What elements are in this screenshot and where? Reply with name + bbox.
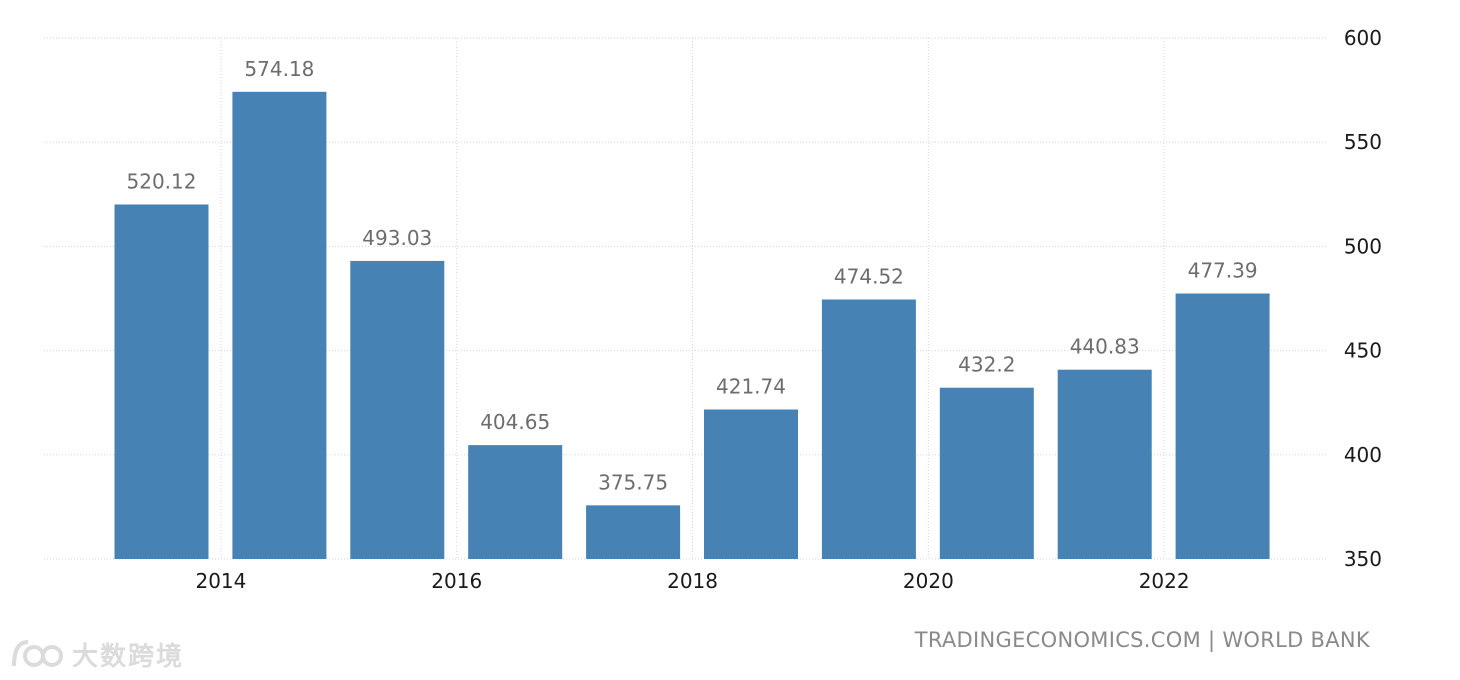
y-tick-label: 500 [1344,234,1382,258]
y-axis: 350 400 450 500 550 600 [1344,26,1382,571]
x-tick-label: 2022 [1139,569,1190,593]
bar-2019 [821,299,916,559]
x-axis: 2014 2016 2018 2020 2022 [195,569,1189,593]
watermark-text: 大数跨境 [72,641,185,672]
data-label: 404.65 [480,410,550,434]
x-tick-label: 2018 [667,569,718,593]
y-tick-label: 550 [1344,130,1382,154]
logo-mark-icon [12,640,63,667]
bar-2020 [939,387,1034,559]
bar-2017 [586,505,681,559]
bar-2021 [1057,369,1152,559]
bar-chart: 520.12 574.18 493.03 404.65 375.75 421.74 474.… [44,26,1382,593]
y-tick-label: 400 [1344,443,1382,467]
data-label: 421.74 [716,374,786,398]
bars-layer [114,91,1270,560]
source-credit: TRADINGECONOMICS.COM | WORLD BANK [914,628,1370,652]
y-tick-label: 600 [1344,26,1382,50]
x-tick-label: 2014 [195,569,246,593]
y-tick-label: 350 [1344,547,1382,571]
x-tick-label: 2016 [431,569,482,593]
data-label: 375.75 [598,470,668,494]
bar-2013 [114,204,209,560]
watermark: 大数跨境 [10,634,184,674]
data-label: 520.12 [127,169,197,193]
data-label: 574.18 [244,57,314,81]
data-labels-layer: 520.12 574.18 493.03 404.65 375.75 421.74 474.… [127,57,1258,495]
data-label: 493.03 [362,226,432,250]
bar-2018 [704,409,798,559]
bar-2022 [1175,293,1270,559]
data-label: 440.83 [1070,335,1140,359]
data-label: 474.52 [834,265,904,289]
data-label: 432.2 [958,353,1015,377]
data-label: 477.39 [1188,259,1258,283]
x-tick-label: 2020 [903,569,954,593]
y-tick-label: 450 [1344,339,1382,363]
bar-2015 [350,260,445,559]
bar-2014 [232,91,327,559]
bar-2016 [468,445,563,559]
